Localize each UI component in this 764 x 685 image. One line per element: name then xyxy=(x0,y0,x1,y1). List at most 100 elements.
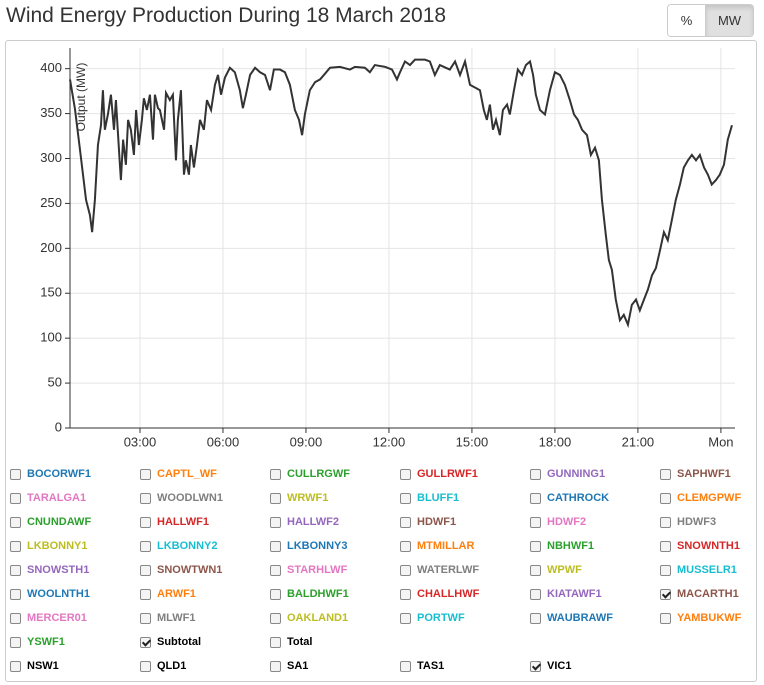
checkbox[interactable] xyxy=(660,612,671,624)
checkbox[interactable] xyxy=(140,564,151,576)
checkbox-item[interactable]: Total xyxy=(270,636,312,648)
checkbox[interactable] xyxy=(270,468,281,480)
checkbox[interactable] xyxy=(270,564,281,576)
checkbox[interactable] xyxy=(660,588,671,600)
checkbox-item[interactable]: TAS1 xyxy=(400,660,444,672)
checkbox[interactable] xyxy=(660,564,671,576)
checkbox-item[interactable]: SNOWSTH1 xyxy=(10,564,89,576)
checkbox-item[interactable]: CATHROCK xyxy=(530,492,609,504)
checkbox-item[interactable]: HDWF3 xyxy=(660,516,716,528)
checkbox-item[interactable]: YAMBUKWF xyxy=(660,612,741,624)
checkbox-item[interactable]: Subtotal xyxy=(140,636,201,648)
checkbox-item[interactable]: LKBONNY3 xyxy=(270,540,348,552)
checkbox[interactable] xyxy=(270,492,281,504)
checkbox-item[interactable]: VIC1 xyxy=(530,660,571,672)
checkbox[interactable] xyxy=(400,588,411,600)
checkbox[interactable] xyxy=(530,612,541,624)
checkbox-item[interactable]: WATERLWF xyxy=(400,564,479,576)
checkbox[interactable] xyxy=(530,660,541,672)
checkbox-item[interactable]: MLWF1 xyxy=(140,612,196,624)
checkbox-item[interactable]: PORTWF xyxy=(400,612,465,624)
checkbox[interactable] xyxy=(10,492,21,504)
checkbox[interactable] xyxy=(10,660,21,672)
checkbox-item[interactable]: SA1 xyxy=(270,660,308,672)
checkbox-item[interactable]: ARWF1 xyxy=(140,588,196,600)
checkbox-item[interactable]: WRWF1 xyxy=(270,492,328,504)
checkbox[interactable] xyxy=(660,468,671,480)
checkbox-item[interactable]: GULLRWF1 xyxy=(400,468,478,480)
checkbox-item[interactable]: CAPTL_WF xyxy=(140,468,217,480)
checkbox-item[interactable]: WOODLWN1 xyxy=(140,492,223,504)
checkbox-item[interactable]: GUNNING1 xyxy=(530,468,605,480)
checkbox[interactable] xyxy=(140,660,151,672)
checkbox-item[interactable]: BOCORWF1 xyxy=(10,468,91,480)
checkbox[interactable] xyxy=(400,612,411,624)
checkbox[interactable] xyxy=(140,612,151,624)
checkbox[interactable] xyxy=(10,516,21,528)
checkbox[interactable] xyxy=(530,564,541,576)
checkbox-item[interactable]: HALLWF2 xyxy=(270,516,339,528)
checkbox-item[interactable]: SNOWNTH1 xyxy=(660,540,740,552)
checkbox-item[interactable]: SNOWTWN1 xyxy=(140,564,222,576)
checkbox[interactable] xyxy=(400,468,411,480)
checkbox[interactable] xyxy=(140,540,151,552)
checkbox[interactable] xyxy=(270,516,281,528)
checkbox[interactable] xyxy=(530,516,541,528)
checkbox[interactable] xyxy=(530,468,541,480)
checkbox-item[interactable]: MERCER01 xyxy=(10,612,87,624)
checkbox[interactable] xyxy=(10,540,21,552)
checkbox[interactable] xyxy=(270,588,281,600)
checkbox[interactable] xyxy=(270,540,281,552)
checkbox-item[interactable]: STARHLWF xyxy=(270,564,347,576)
checkbox-item[interactable]: CULLRGWF xyxy=(270,468,350,480)
checkbox[interactable] xyxy=(530,492,541,504)
checkbox[interactable] xyxy=(270,660,281,672)
checkbox-item[interactable]: WPWF xyxy=(530,564,582,576)
checkbox-item[interactable]: OAKLAND1 xyxy=(270,612,348,624)
checkbox[interactable] xyxy=(660,516,671,528)
checkbox-item[interactable]: HALLWF1 xyxy=(140,516,209,528)
checkbox[interactable] xyxy=(10,588,21,600)
checkbox-item[interactable]: YSWF1 xyxy=(10,636,65,648)
checkbox[interactable] xyxy=(400,492,411,504)
checkbox[interactable] xyxy=(400,516,411,528)
checkbox-item[interactable]: WAUBRAWF xyxy=(530,612,613,624)
unit-button[interactable]: % xyxy=(668,5,705,36)
checkbox-item[interactable]: BALDHWF1 xyxy=(270,588,349,600)
checkbox-item[interactable]: KIATAWF1 xyxy=(530,588,602,600)
checkbox-item[interactable]: HDWF2 xyxy=(530,516,586,528)
checkbox-item[interactable]: LKBONNY1 xyxy=(10,540,88,552)
checkbox[interactable] xyxy=(400,660,411,672)
checkbox-item[interactable]: MTMILLAR xyxy=(400,540,474,552)
checkbox[interactable] xyxy=(530,540,541,552)
checkbox[interactable] xyxy=(10,636,21,648)
checkbox-item[interactable]: NBHWF1 xyxy=(530,540,594,552)
checkbox[interactable] xyxy=(10,564,21,576)
checkbox-item[interactable]: HDWF1 xyxy=(400,516,456,528)
checkbox-item[interactable]: TARALGA1 xyxy=(10,492,86,504)
checkbox[interactable] xyxy=(10,612,21,624)
checkbox[interactable] xyxy=(270,636,281,648)
checkbox-item[interactable]: LKBONNY2 xyxy=(140,540,218,552)
checkbox-item[interactable]: CHALLHWF xyxy=(400,588,479,600)
unit-button[interactable]: MW xyxy=(705,5,753,36)
checkbox-item[interactable]: SAPHWF1 xyxy=(660,468,731,480)
checkbox[interactable] xyxy=(140,492,151,504)
checkbox[interactable] xyxy=(660,540,671,552)
checkbox[interactable] xyxy=(10,468,21,480)
checkbox-item[interactable]: NSW1 xyxy=(10,660,59,672)
checkbox[interactable] xyxy=(140,516,151,528)
checkbox[interactable] xyxy=(140,636,151,648)
checkbox-item[interactable]: QLD1 xyxy=(140,660,186,672)
checkbox-item[interactable]: BLUFF1 xyxy=(400,492,459,504)
checkbox[interactable] xyxy=(140,468,151,480)
checkbox[interactable] xyxy=(530,588,541,600)
checkbox-item[interactable]: MUSSELR1 xyxy=(660,564,737,576)
checkbox-item[interactable]: CNUNDAWF xyxy=(10,516,91,528)
checkbox-item[interactable]: WOOLNTH1 xyxy=(10,588,90,600)
checkbox[interactable] xyxy=(140,588,151,600)
checkbox[interactable] xyxy=(400,540,411,552)
checkbox[interactable] xyxy=(400,564,411,576)
checkbox[interactable] xyxy=(660,492,671,504)
checkbox-item[interactable]: CLEMGPWF xyxy=(660,492,741,504)
